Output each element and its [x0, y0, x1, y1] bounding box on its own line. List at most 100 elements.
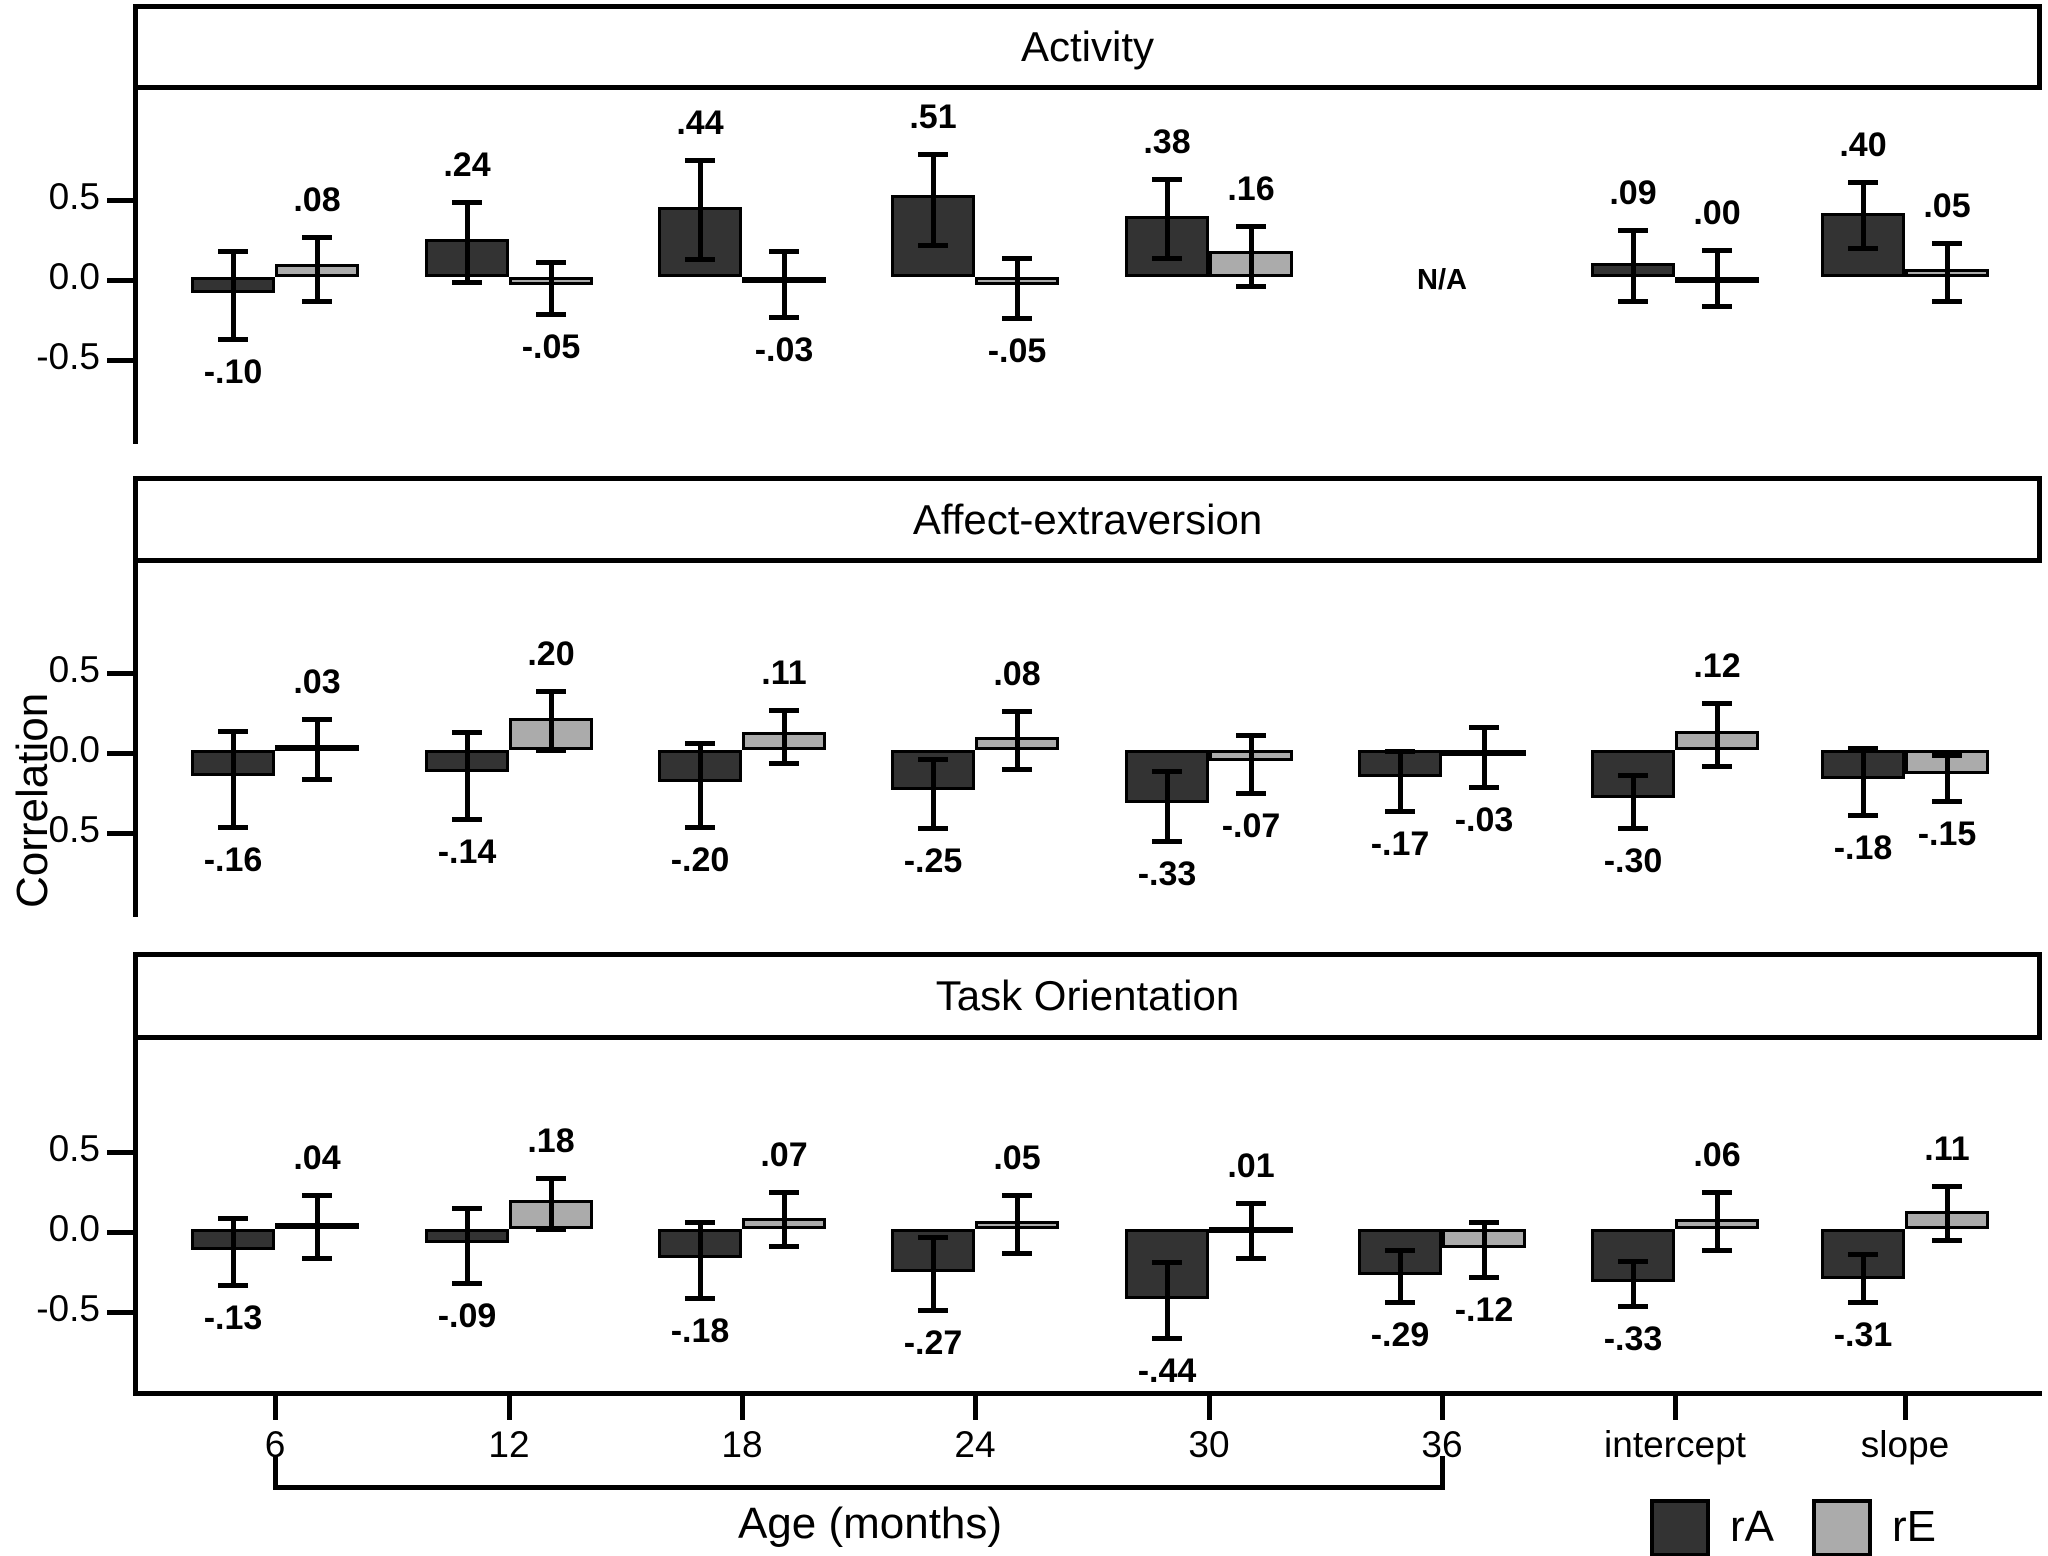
value-label: -.05: [987, 332, 1047, 371]
value-label: .20: [527, 634, 575, 673]
error-bar-cap: [1618, 1258, 1648, 1264]
y-tick-label: -0.5: [36, 336, 100, 377]
y-axis-spine: [133, 90, 138, 444]
error-bar-cap: [1002, 316, 1032, 322]
error-bar-cap: [218, 1282, 248, 1288]
value-label: -.30: [1603, 842, 1663, 881]
error-bar-cap: [1236, 1201, 1266, 1207]
error-bar-line: [1861, 1254, 1866, 1303]
panel-header: Affect-extraversion: [133, 476, 2042, 563]
x-tick-label: 12: [488, 1424, 530, 1465]
error-bar-cap: [1848, 1300, 1878, 1306]
error-bar-line: [1482, 727, 1487, 787]
panel-title: Affect-extraversion: [912, 495, 1263, 543]
error-bar-line: [1165, 1262, 1170, 1338]
error-bar-line: [782, 1192, 787, 1247]
error-bar-cap: [452, 1206, 482, 1211]
value-label: -.05: [521, 327, 581, 366]
value-label: .06: [1693, 1136, 1741, 1174]
value-label: .12: [1693, 647, 1741, 686]
value-label: -.09: [437, 1297, 497, 1336]
error-bar-cap: [302, 776, 332, 782]
value-label: -.18: [670, 1311, 730, 1350]
error-bar-cap: [536, 688, 566, 694]
y-tick: [107, 751, 133, 756]
error-bar-cap: [1002, 767, 1032, 772]
error-bar-line: [1015, 1195, 1020, 1253]
value-label: -.27: [903, 1324, 963, 1363]
value-label: .38: [1143, 123, 1191, 162]
error-bar-cap: [918, 757, 948, 763]
legend-swatch-rE: [1812, 1499, 1872, 1556]
x-axis-line: [133, 1391, 2042, 1396]
error-bar-cap: [1236, 223, 1266, 229]
x-tick: [973, 1396, 978, 1420]
error-bar-cap: [452, 279, 482, 285]
error-bar-cap: [1385, 749, 1415, 755]
error-bar-line: [698, 160, 703, 260]
x-tick-label: 30: [1188, 1424, 1230, 1465]
error-bar-line: [931, 759, 936, 829]
y-tick-label: 0.0: [48, 256, 100, 297]
error-bar-cap: [218, 337, 248, 343]
error-bar-cap: [1932, 799, 1962, 804]
value-label: -.33: [1137, 855, 1197, 893]
y-tick-label: -0.5: [36, 809, 100, 850]
error-bar-line: [465, 201, 470, 282]
value-label: -.31: [1833, 1316, 1893, 1355]
x-tick: [1903, 1396, 1908, 1420]
value-label: -.29: [1370, 1316, 1430, 1355]
y-axis-spine: [133, 563, 138, 917]
x-tick: [740, 1396, 745, 1420]
value-label: .01: [1227, 1147, 1275, 1186]
error-bar-cap: [1152, 1260, 1182, 1266]
value-label: .03: [293, 663, 341, 702]
error-bar-line: [1945, 1185, 1950, 1240]
error-bar-line: [1631, 1260, 1636, 1306]
error-bar-cap: [452, 816, 482, 822]
error-bar-cap: [1002, 1193, 1032, 1199]
error-bar-cap: [769, 707, 799, 713]
error-bar-cap: [218, 728, 248, 734]
value-label: .40: [1839, 126, 1887, 165]
error-bar-cap: [1618, 773, 1648, 779]
error-bar-cap: [769, 1244, 799, 1250]
value-label: .05: [993, 1139, 1041, 1178]
value-label: .09: [1609, 174, 1657, 213]
error-bar-cap: [685, 1220, 715, 1226]
x-tick: [507, 1396, 512, 1420]
error-bar-cap: [536, 1226, 566, 1232]
value-label: .51: [909, 97, 957, 136]
error-bar-cap: [918, 151, 948, 157]
error-bar-line: [315, 236, 320, 301]
value-label: .11: [761, 653, 807, 692]
value-label: -.03: [1454, 800, 1514, 839]
error-bar-cap: [536, 311, 566, 317]
error-bar-line: [1398, 1249, 1403, 1303]
error-bar-line: [1015, 711, 1020, 769]
error-bar-cap: [218, 1215, 248, 1221]
error-bar-cap: [685, 741, 715, 747]
y-tick-label: 0.0: [48, 1208, 100, 1249]
error-bar-line: [231, 730, 236, 827]
error-bar-cap: [769, 249, 799, 255]
error-bar-line: [1631, 775, 1636, 829]
error-bar-line: [549, 262, 554, 314]
value-label: -.12: [1454, 1290, 1514, 1329]
error-bar-line: [1249, 225, 1254, 287]
error-bar-cap: [1702, 701, 1732, 707]
x-tick-label: 18: [721, 1424, 763, 1465]
error-bar-line: [931, 1236, 936, 1311]
error-bar-line: [465, 732, 470, 819]
value-label: -.03: [754, 330, 814, 369]
error-bar-line: [1861, 182, 1866, 248]
error-bar-cap: [1932, 1183, 1962, 1189]
error-bar-line: [231, 1217, 236, 1285]
x-tick-label: 24: [954, 1424, 996, 1465]
value-label: -.15: [1917, 815, 1977, 853]
value-label: -.14: [437, 832, 497, 871]
legend-label-rE: rE: [1892, 1502, 1936, 1551]
x-tick: [1673, 1396, 1678, 1420]
error-bar-line: [1165, 179, 1170, 258]
y-tick: [107, 831, 133, 836]
